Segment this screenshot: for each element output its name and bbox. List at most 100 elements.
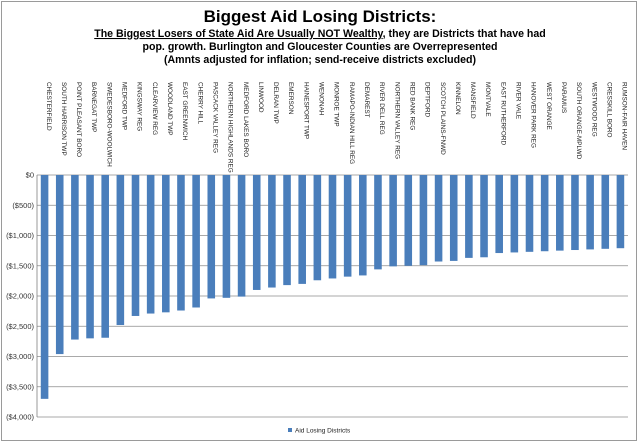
- bar: [404, 175, 413, 266]
- y-tick-label: ($2,500): [6, 322, 34, 331]
- y-tick-label: ($3,500): [6, 382, 34, 391]
- y-tick-label: ($2,000): [6, 292, 34, 301]
- x-tick-label: RUMSON-FAIR HAVEN: [621, 82, 628, 150]
- x-tick-label: DEMAREST: [363, 82, 370, 118]
- bar: [540, 175, 549, 252]
- x-tick-label: RED BANK REG: [408, 82, 415, 130]
- x-tick-label: SCOTCH PLAINS-FNWD: [439, 82, 446, 155]
- x-tick-label: MANSFIELD: [469, 82, 476, 119]
- bar: [359, 175, 367, 276]
- x-tick-label: CRESSKILL BORO: [605, 82, 612, 138]
- bar: [571, 175, 579, 251]
- bar: [192, 175, 200, 308]
- subtitle-line: (Amnts adjusted for inflation; send-rece…: [164, 54, 476, 66]
- bar: [177, 175, 185, 311]
- bar: [298, 175, 306, 284]
- x-tick-label: PARAMUS: [560, 82, 567, 113]
- x-tick-label: EMERSON: [287, 82, 294, 115]
- y-tick-label: $0: [26, 171, 34, 180]
- x-tick-label: DEPTFORD: [424, 82, 431, 118]
- x-tick-label: WENONAH: [318, 82, 325, 116]
- x-tick-label: BARNEGAT TWP: [90, 82, 97, 132]
- subtitle-text: , they are Districts that have had: [383, 28, 546, 40]
- chart-subtitle: The Biggest Losers of State Aid Are Usua…: [94, 28, 546, 66]
- subtitle-text: (Amnts adjusted for inflation; send-rece…: [164, 54, 476, 66]
- subtitle-line: pop. growth. Burlington and Gloucester C…: [143, 41, 498, 53]
- legend-label: Aid Losing Districts: [295, 428, 351, 435]
- x-tick-label: MEDFORD TWP: [121, 82, 128, 130]
- y-tick-label: ($500): [12, 201, 34, 210]
- bar: [328, 175, 337, 279]
- bar: [495, 175, 503, 254]
- bar: [207, 175, 216, 299]
- legend: Aid Losing Districts: [288, 428, 351, 435]
- x-tick-label: RIVER DELL REG: [378, 82, 385, 135]
- bar: [313, 175, 322, 281]
- chart-title: Biggest Aid Losing Districts:: [204, 7, 437, 26]
- x-tick-label: WOODLAND TWP: [166, 82, 173, 136]
- x-tick-label: EAST RUTHERFORD: [499, 82, 506, 145]
- bar: [162, 175, 170, 313]
- bar: [419, 175, 428, 266]
- legend-swatch: [288, 428, 292, 432]
- x-tick-label: MONROE TWP: [333, 82, 340, 127]
- x-tick-label: HAINESPORT TWP: [302, 82, 309, 139]
- bar: [556, 175, 564, 251]
- bar: [131, 175, 140, 316]
- bar: [434, 175, 443, 262]
- x-tick-label: SOUTH HARRISON TWP: [60, 82, 67, 156]
- bar: [237, 175, 246, 297]
- bar: [283, 175, 291, 286]
- bar: [55, 175, 64, 355]
- x-tick-label: KINNELON: [454, 82, 461, 115]
- x-tick-label: CHERRY HILL: [196, 82, 203, 124]
- x-tick-label: SOUTH ORANGE-MPLWD: [575, 82, 582, 160]
- bar: [343, 175, 352, 277]
- bar: [389, 175, 397, 267]
- x-tick-label: NORTHERN HIGHLANDS REG: [227, 82, 234, 173]
- bar: [252, 175, 261, 290]
- bar: [40, 175, 49, 399]
- x-tick-label: LINWOOD: [257, 82, 264, 113]
- bar: [601, 175, 610, 249]
- x-tick-label: MEDFORD LAKES BORO: [242, 82, 249, 157]
- y-tick-label: ($1,500): [6, 261, 34, 270]
- y-tick-label: ($4,000): [6, 413, 34, 422]
- x-tick-label: MONTVALE: [484, 82, 491, 117]
- bar: [116, 175, 125, 326]
- bar: [480, 175, 488, 258]
- x-tick-label: RAMAPO-INDIAN HILL REG: [348, 82, 355, 164]
- bar: [586, 175, 594, 250]
- subtitle-text: pop. growth. Burlington and Gloucester C…: [143, 41, 498, 53]
- x-tick-label: DELRAN TWP: [272, 82, 279, 124]
- bar: [146, 175, 155, 314]
- subtitle-emphasis: The Biggest Losers of State Aid Are Usua…: [94, 28, 383, 40]
- bar: [510, 175, 519, 253]
- bars: [40, 175, 625, 399]
- x-tick-label: PASCACK VALLEY REG: [211, 82, 218, 153]
- y-tick-label: ($3,000): [6, 352, 34, 361]
- x-tick-label: POINT PLEASANT BORO: [75, 82, 82, 157]
- x-tick-label: KINGSWAY REG: [136, 82, 143, 131]
- bar: [71, 175, 79, 340]
- bar: [101, 175, 109, 338]
- x-tick-label: WEST ORANGE: [545, 82, 552, 130]
- x-tick-label: CHESTERFIELD: [45, 82, 52, 131]
- subtitle-line: The Biggest Losers of State Aid Are Usua…: [94, 28, 546, 40]
- y-axis: $0 ($500) ($1,000) ($1,500) ($2,000) ($2,500)…: [6, 171, 38, 422]
- bar: [525, 175, 534, 252]
- x-tick-label: EAST GREENWICH: [181, 82, 188, 140]
- bar: [374, 175, 382, 270]
- x-axis-labels: CHESTERFIELD SOUTH HARRISON TWP POINT PLEA…: [45, 82, 628, 173]
- bar: [86, 175, 94, 339]
- bar: [222, 175, 231, 298]
- x-tick-label: RIVER VALE: [515, 82, 522, 119]
- bar: [449, 175, 458, 261]
- x-tick-label: HANOVER PARK REG: [530, 82, 537, 148]
- bar: [616, 175, 625, 249]
- bar: [465, 175, 473, 258]
- x-tick-label: CLEARVIEW REG: [151, 82, 158, 135]
- bar: [268, 175, 276, 288]
- x-tick-label: SWEDESBORO-WOOLWICH: [105, 82, 112, 167]
